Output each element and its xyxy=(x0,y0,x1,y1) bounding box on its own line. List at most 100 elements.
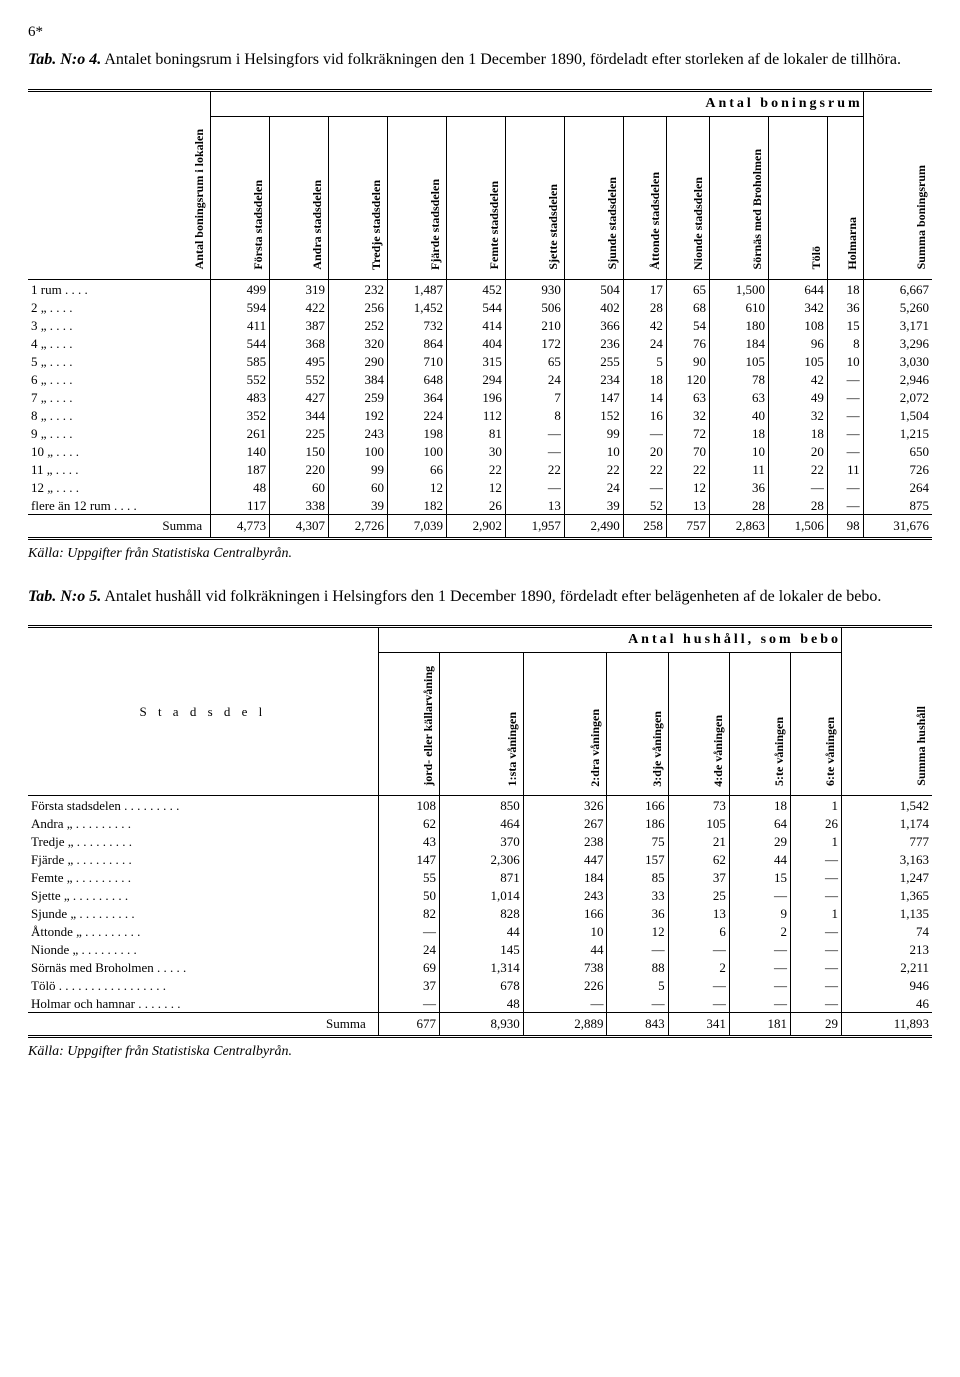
table4-cell: 3,171 xyxy=(863,316,932,334)
table4-cell: 20 xyxy=(623,442,666,460)
table5-cell: 1 xyxy=(791,832,842,850)
table5-cell: — xyxy=(791,850,842,868)
table4-cell: 72 xyxy=(666,424,709,442)
table4-cell: 1,504 xyxy=(863,406,932,424)
table5-cell: 55 xyxy=(378,868,439,886)
table4-cell: 1,487 xyxy=(387,279,446,298)
table4-cell: 2,946 xyxy=(863,370,932,388)
table4-cell: 60 xyxy=(270,478,329,496)
table4-cell: 18 xyxy=(768,424,827,442)
table5-cell: 447 xyxy=(523,850,607,868)
table5-cell: 1,542 xyxy=(842,796,933,815)
table4-cell: 2,072 xyxy=(863,388,932,406)
table4-cell: 236 xyxy=(564,334,623,352)
table4-grouphead: Antal boningsrum xyxy=(211,90,864,116)
table4-cell: — xyxy=(827,478,863,496)
table4-cell: 930 xyxy=(505,279,564,298)
table4-cell: 63 xyxy=(666,388,709,406)
table5-cell: 226 xyxy=(523,976,607,994)
table4-cell: 10 xyxy=(709,442,768,460)
table4-cell: 70 xyxy=(666,442,709,460)
table4-cell: 18 xyxy=(827,279,863,298)
table4-cell: 11 xyxy=(827,460,863,478)
table5-col-header: 6:te våningen xyxy=(791,653,842,796)
table4-cell: 36 xyxy=(827,298,863,316)
table4-sum-cell: 1,957 xyxy=(505,514,564,538)
table5-cell: — xyxy=(729,958,790,976)
table4-cell: 28 xyxy=(623,298,666,316)
table4-cell: 54 xyxy=(666,316,709,334)
table4-cell: 28 xyxy=(768,496,827,515)
table5-row-label: Första stadsdelen . . . . . . . . . xyxy=(28,796,378,815)
table5-cell: 370 xyxy=(439,832,523,850)
table5-cell: 238 xyxy=(523,832,607,850)
table5-row-label: Sjunde „ . . . . . . . . . xyxy=(28,904,378,922)
table4-cell: — xyxy=(505,424,564,442)
table4-row-label: 7 „ . . . . xyxy=(28,388,211,406)
table5-cell: 946 xyxy=(842,976,933,994)
table5-grouphead: Antal hushåll, som bebo xyxy=(378,627,841,653)
table5-row-label: Tredje „ . . . . . . . . . xyxy=(28,832,378,850)
table4-cell: 352 xyxy=(211,406,270,424)
table4-cell: 39 xyxy=(564,496,623,515)
table5-cell: 871 xyxy=(439,868,523,886)
table4-sum-cell: 757 xyxy=(666,514,709,538)
table4-cell: 65 xyxy=(666,279,709,298)
table5-cell: 88 xyxy=(607,958,668,976)
table4-cell: 76 xyxy=(666,334,709,352)
table4-cell: 342 xyxy=(768,298,827,316)
table5-cell: 1,135 xyxy=(842,904,933,922)
table5-col-header: 4:de våningen xyxy=(668,653,729,796)
table4-cell: 32 xyxy=(666,406,709,424)
table5-cell: 25 xyxy=(668,886,729,904)
table5-cell: 44 xyxy=(523,940,607,958)
table4-row-label: 10 „ . . . . xyxy=(28,442,211,460)
table4-cell: 28 xyxy=(709,496,768,515)
table5-cell: — xyxy=(378,922,439,940)
table4-row-label: 2 „ . . . . xyxy=(28,298,211,316)
table4-cell: 261 xyxy=(211,424,270,442)
table5-cell: 145 xyxy=(439,940,523,958)
table5-sum-cell: 2,889 xyxy=(523,1013,607,1037)
table4-sum-cell: 258 xyxy=(623,514,666,538)
table4-cell: 13 xyxy=(666,496,709,515)
table4-cell: 99 xyxy=(329,460,388,478)
table5-cell: — xyxy=(791,976,842,994)
table4-cell: 495 xyxy=(270,352,329,370)
table4-cell: 315 xyxy=(446,352,505,370)
table4-cell: 6,667 xyxy=(863,279,932,298)
table4-cell: — xyxy=(623,478,666,496)
table4-cell: 108 xyxy=(768,316,827,334)
table5-cell: 147 xyxy=(378,850,439,868)
table5-sum-cell: 677 xyxy=(378,1013,439,1037)
table5-cell: — xyxy=(668,994,729,1013)
table5-cell: — xyxy=(791,994,842,1013)
table4-cell: 66 xyxy=(387,460,446,478)
table4-col-header: Tredje stadsdelen xyxy=(329,116,388,279)
table4-cell: 150 xyxy=(270,442,329,460)
table4-cell: 12 xyxy=(446,478,505,496)
table4-cell: 3,030 xyxy=(863,352,932,370)
table5-cell: 5 xyxy=(607,976,668,994)
table5-cell: 678 xyxy=(439,976,523,994)
table4-cell: 411 xyxy=(211,316,270,334)
table5-cell: 2 xyxy=(668,958,729,976)
table4-cell: — xyxy=(623,424,666,442)
table4-cell: 49 xyxy=(768,388,827,406)
table5-cell: 243 xyxy=(523,886,607,904)
table5-cell: — xyxy=(729,994,790,1013)
table5-cell: — xyxy=(523,994,607,1013)
table5-col-header: jord- eller källarvåning xyxy=(378,653,439,796)
table5-cell: 73 xyxy=(668,796,729,815)
table4-col-header: Första stadsdelen xyxy=(211,116,270,279)
table5-rowhead: S t a d s d e l xyxy=(28,627,378,796)
table5-cell: 82 xyxy=(378,904,439,922)
table5-cell: — xyxy=(729,886,790,904)
table4-cell: 225 xyxy=(270,424,329,442)
table4-cell: 732 xyxy=(387,316,446,334)
table5-cell: 62 xyxy=(378,814,439,832)
table4-cell: 140 xyxy=(211,442,270,460)
table4-cell: 252 xyxy=(329,316,388,334)
table5-cell: — xyxy=(729,976,790,994)
table4-sum-cell: 2,490 xyxy=(564,514,623,538)
